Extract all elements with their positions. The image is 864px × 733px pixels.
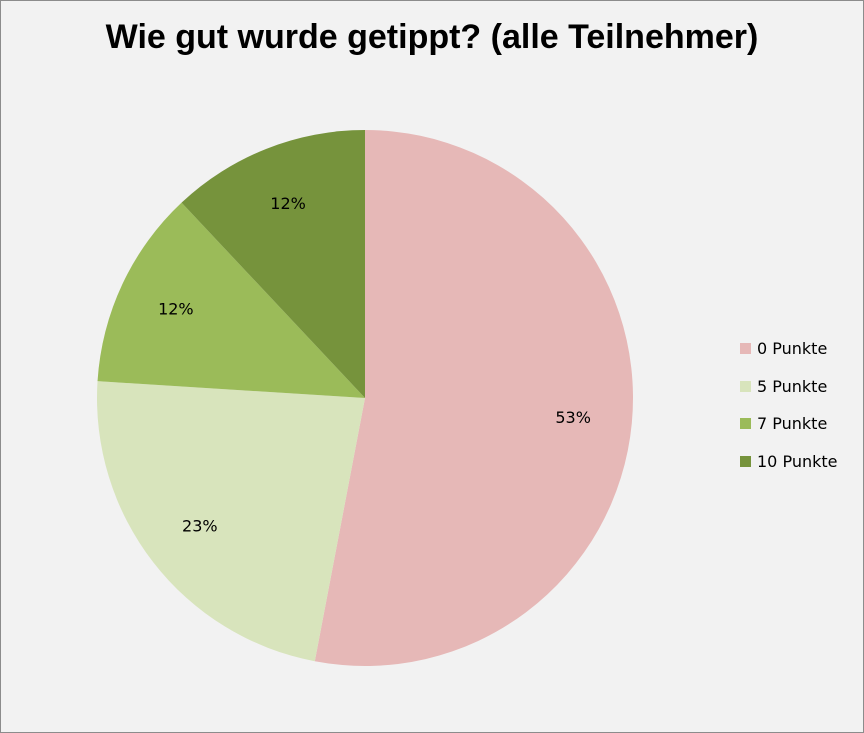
pie-slices <box>96 130 633 666</box>
legend-item: 5 Punkte <box>740 368 837 406</box>
data-label-4: 12% <box>270 194 306 213</box>
pie-slice-1 <box>314 130 633 666</box>
pie-data-labels: 53% 23% 12% 12% <box>158 194 591 535</box>
legend-label: 10 Punkte <box>757 451 838 471</box>
legend-label: 0 Punkte <box>757 339 828 359</box>
legend-label: 7 Punkte <box>757 414 828 434</box>
data-label-2: 23% <box>182 517 218 536</box>
legend-swatch <box>740 380 751 392</box>
pie-slice-4 <box>181 130 365 398</box>
legend-swatch <box>740 418 751 430</box>
legend-swatch <box>740 343 751 355</box>
data-label-1: 53% <box>555 408 591 427</box>
pie-slice-3 <box>97 202 365 398</box>
pie-slice-2 <box>96 381 365 662</box>
legend-swatch <box>740 455 751 467</box>
legend-item: 7 Punkte <box>740 405 837 443</box>
chart-title: Wie gut wurde getippt? (alle Teilnehmer) <box>105 18 759 56</box>
legend-item: 10 Punkte <box>740 443 837 481</box>
legend-item: 0 Punkte <box>740 330 837 368</box>
data-label-3: 12% <box>158 299 194 318</box>
legend-label: 5 Punkte <box>757 376 828 396</box>
legend: 0 Punkte 5 Punkte 7 Punkte 10 Punkte <box>740 330 837 480</box>
